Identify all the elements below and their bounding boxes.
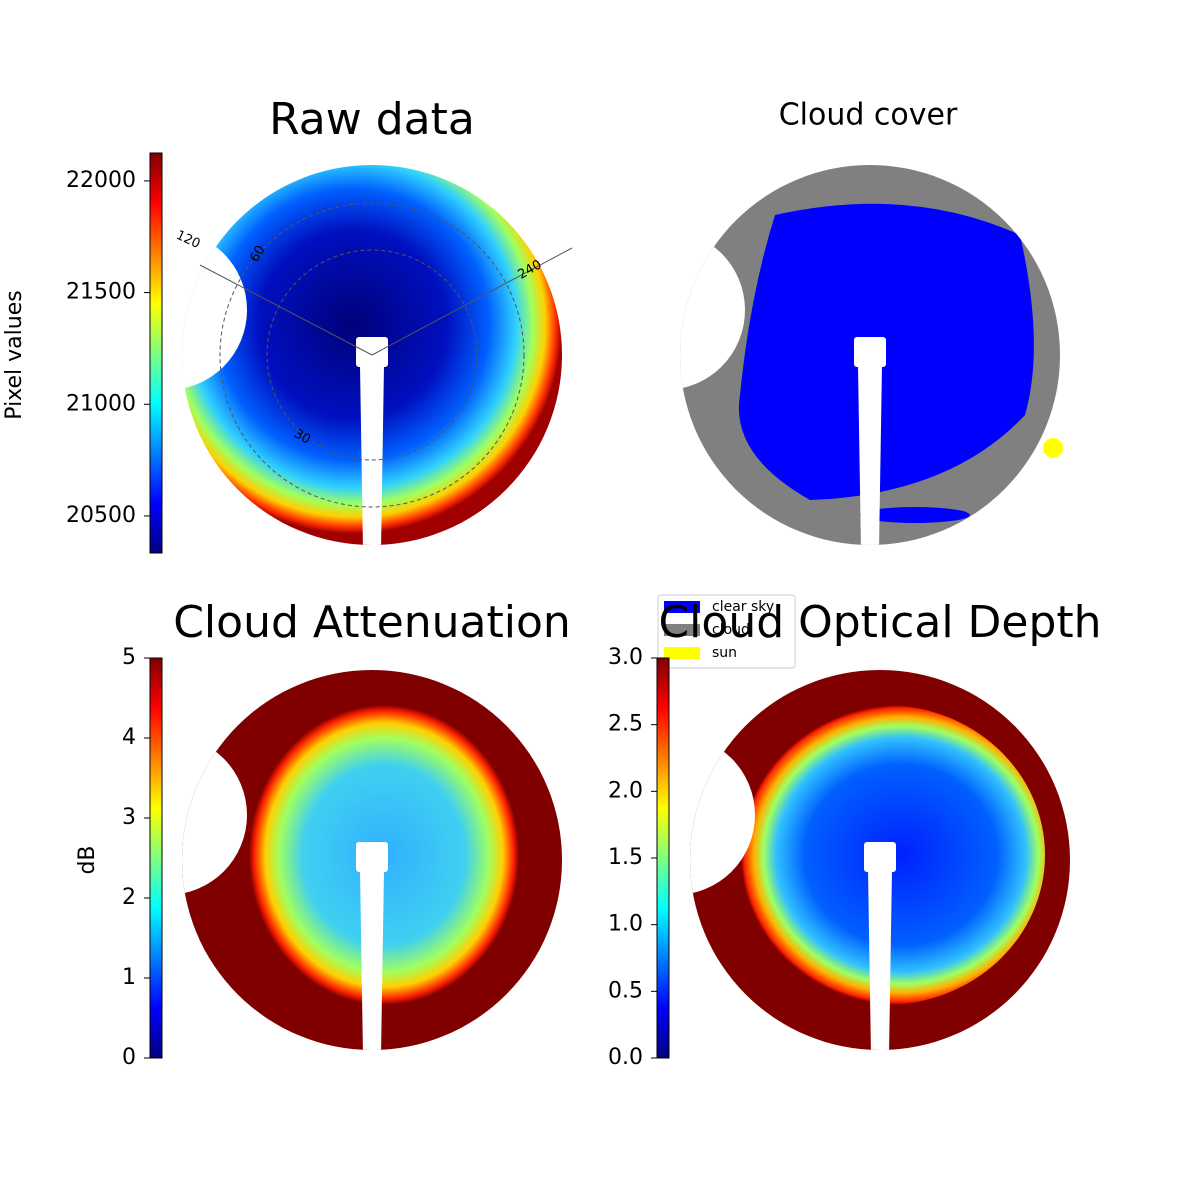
mast [360,365,384,545]
panel: Raw data120240603020500210002150022000Pi… [2,94,573,554]
colorbar [149,152,163,554]
legend-swatch [664,624,700,636]
clear-sky-region [860,507,970,523]
sky-image [182,165,562,545]
polar-spoke [371,247,573,356]
panel-title: Cloud Attenuation [173,597,571,648]
panel: Cloud cover [680,98,1063,545]
polar-ring [266,249,478,461]
sun-position [1043,438,1063,458]
panel-title: Raw data [269,94,475,145]
sky-image [690,670,1070,1050]
mast [868,870,892,1050]
colorbar-tick-label: 3 [122,805,136,830]
legend-label: cloud [712,622,750,638]
colorbar [149,657,163,1059]
colorbar [656,657,670,1059]
horizon-notch [690,735,755,895]
panel-title: Cloud Optical Depth [658,597,1101,648]
colorbar-tick-label: 1 [122,965,136,990]
panel: Cloud Optical Depth 0.0 0.5 1.0 1.5 2.0 2.5 3.0 [608,597,1102,1070]
colorbar-tick-label: 2.0 [608,778,643,803]
legend-label: sun [712,645,737,661]
colorbar-label: Pixel values [2,290,27,419]
colorbar-tick-label: 2 [122,885,136,910]
colorbar-tick-label: 3.0 [608,645,643,670]
legend-swatch [664,601,700,613]
panel: Cloud Attenuation 0 1 2 3 4 5 dB [75,597,571,1070]
camera-arm [864,842,896,872]
legend-label: clear sky [712,599,774,615]
colorbar-tick-label: 2.5 [608,712,643,737]
colorbar-tick-label: 1.0 [608,912,643,937]
colorbar-tick-label: 21000 [66,391,136,416]
horizon-notch [680,230,745,390]
colorbar-tick-label: 0.5 [608,978,643,1003]
polar-ring [219,202,525,508]
colorbar-tick-label: 0 [122,1045,136,1070]
camera-arm [356,842,388,872]
sky-image [182,670,562,1050]
colorbar-label: dB [75,845,100,874]
colorbar-tick-label: 20500 [66,503,136,528]
colorbar-tick-label: 22000 [66,168,136,193]
clear-sky-region [738,203,1034,500]
polar-label: 120 [174,228,203,252]
colorbar-tick-label: 4 [122,725,136,750]
polar-label: 30 [291,426,313,447]
legend-swatch [664,647,700,659]
panel-title: Cloud cover [779,98,958,133]
colorbar-tick-label: 21500 [66,280,136,305]
sky-image [680,165,1060,545]
colorbar-tick-label: 5 [122,645,136,670]
colorbar-tick-label: 1.5 [608,845,643,870]
camera-arm [356,337,388,367]
mast [360,870,384,1050]
horizon-notch [182,230,247,390]
camera-arm [854,337,886,367]
horizon-notch [182,735,247,895]
legend: clear sky cloud sun [657,594,796,669]
polar-spoke [199,264,373,356]
mast [858,365,882,545]
colorbar-tick-label: 0.0 [608,1045,643,1070]
polar-label: 60 [247,243,268,265]
